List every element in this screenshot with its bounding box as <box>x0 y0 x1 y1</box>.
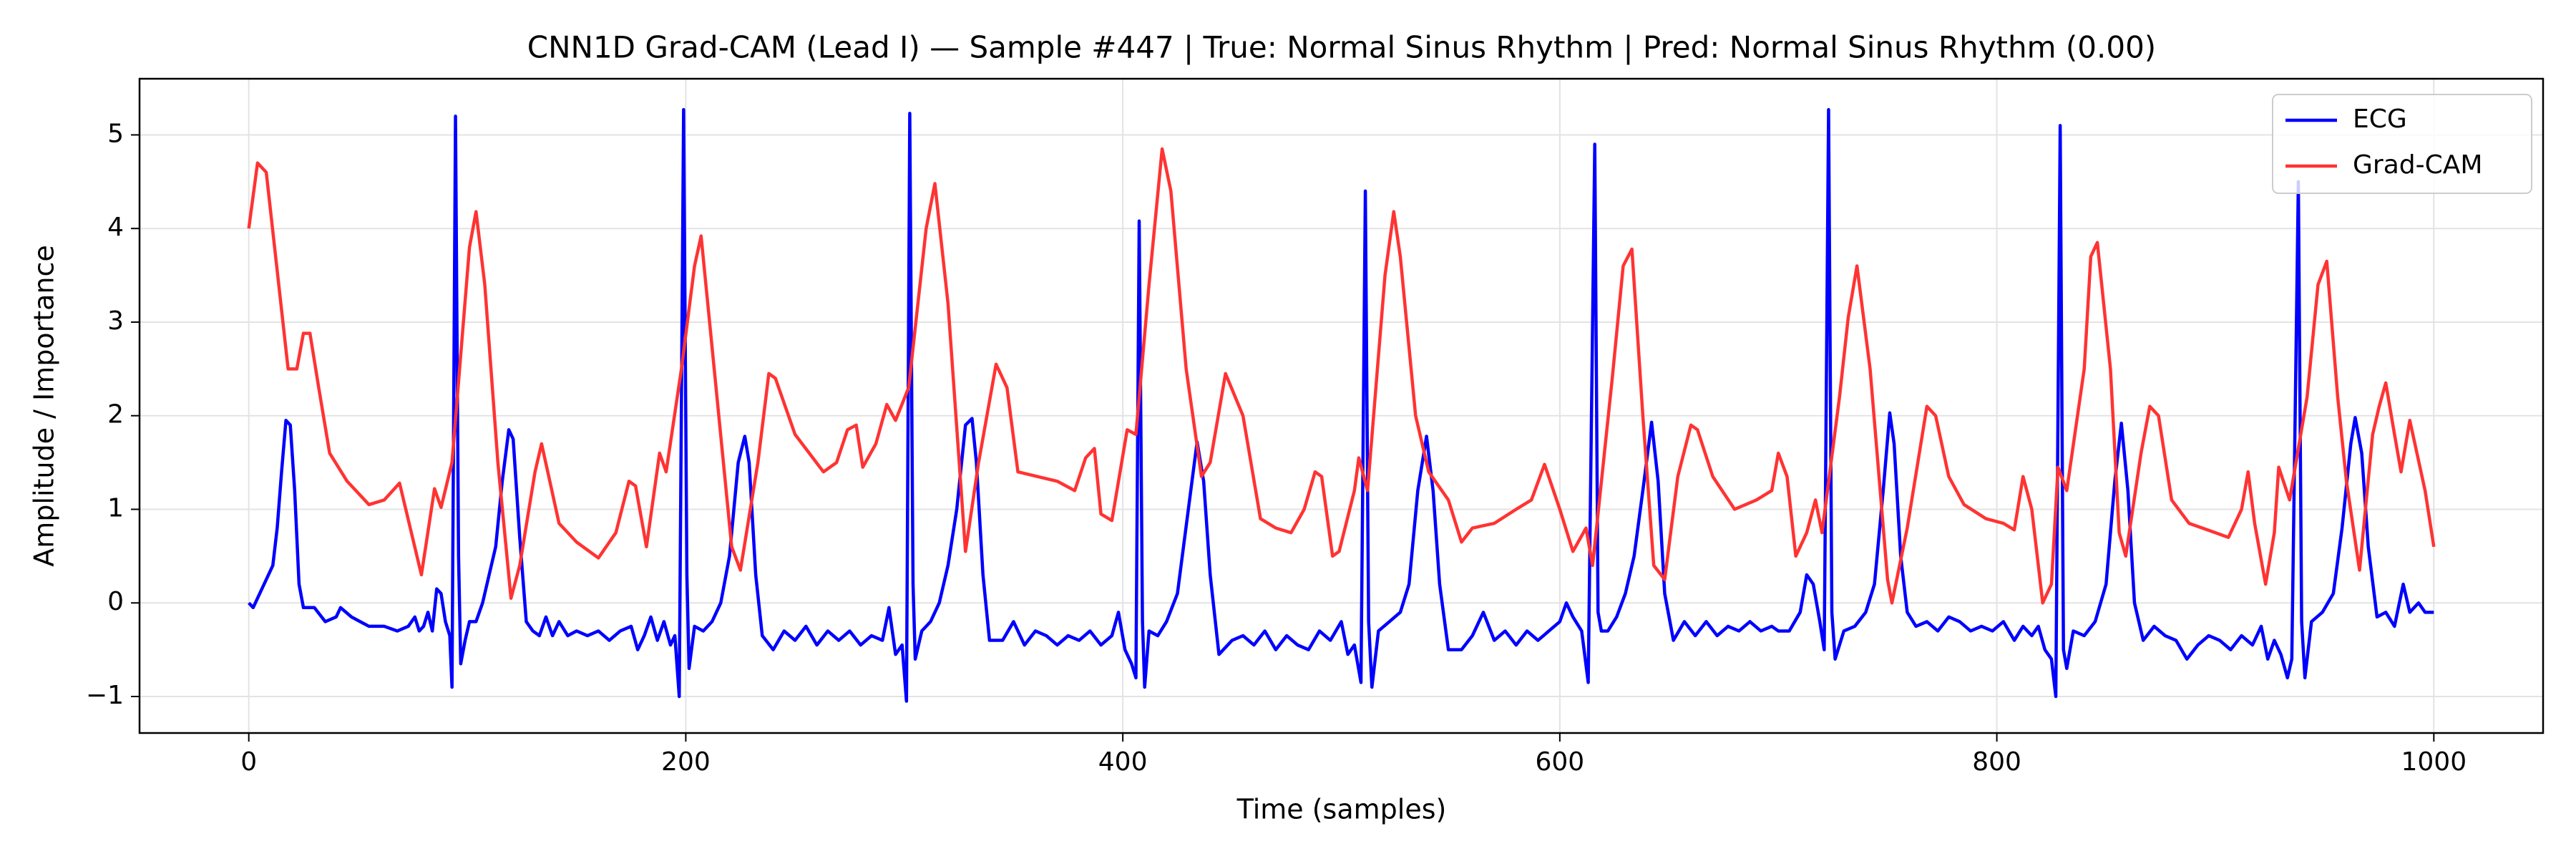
axes-frame <box>138 77 2545 734</box>
y-axis-label: Amplitude / Importance <box>29 245 60 566</box>
x-tick-label: 0 <box>240 747 257 777</box>
y-tick-label: 2 <box>107 400 124 430</box>
x-tick-label: 1000 <box>2401 747 2467 777</box>
y-tick-label: 3 <box>107 306 124 336</box>
x-tick-label: 800 <box>1972 747 2021 777</box>
y-tick-label: −1 <box>86 681 124 710</box>
x-tick-label: 200 <box>661 747 711 777</box>
legend-label: Grad-CAM <box>2353 150 2482 180</box>
legend-label: ECG <box>2353 105 2407 134</box>
y-tick-label: 4 <box>107 213 124 242</box>
series-line <box>247 147 2436 605</box>
y-tick-label: 5 <box>107 119 124 148</box>
y-tick-label: 0 <box>107 587 124 616</box>
legend-box <box>2272 94 2532 194</box>
x-tick-label: 400 <box>1098 747 1148 777</box>
chart-title: CNN1D Grad-CAM (Lead I) — Sample #447 | … <box>527 30 2156 65</box>
x-axis-label: Time (samples) <box>1236 794 1447 825</box>
y-tick-label: 1 <box>107 493 124 523</box>
x-tick-label: 600 <box>1536 747 1585 777</box>
series-line <box>248 107 2434 703</box>
